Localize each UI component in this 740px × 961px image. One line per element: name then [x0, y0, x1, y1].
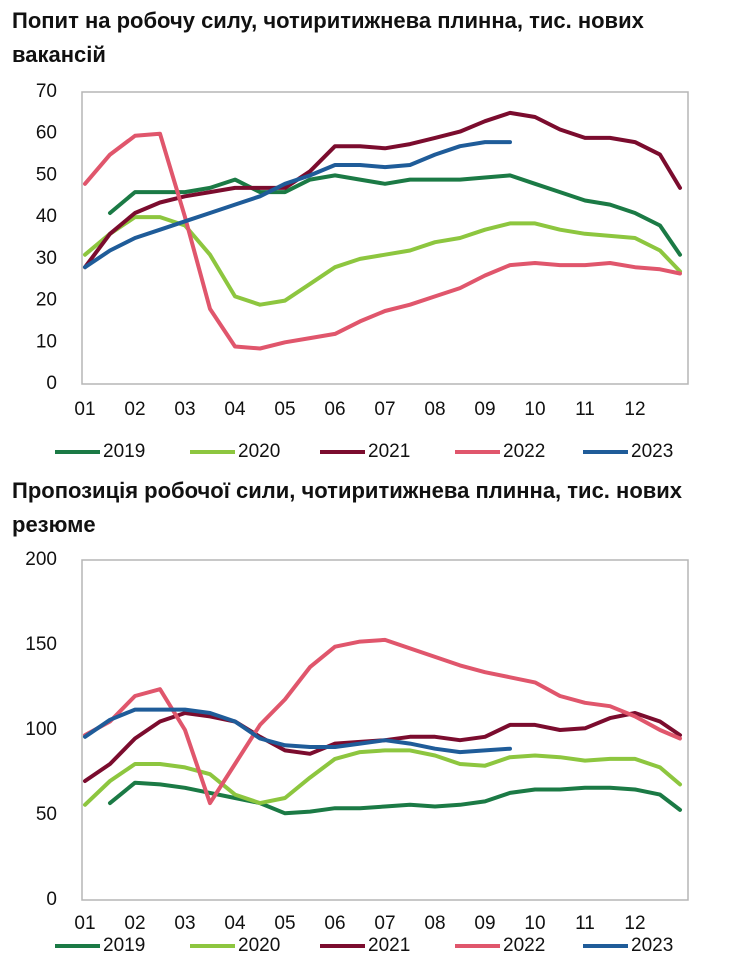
legend-label: 2022 — [503, 935, 545, 956]
x-tick-label: 10 — [524, 399, 545, 420]
x-tick-label: 11 — [575, 399, 595, 420]
series-line — [83, 110, 682, 270]
plot-frame — [81, 559, 689, 901]
series-line — [108, 780, 682, 816]
chart-title: Пропозиція робочої сили, чотиритижнева п… — [12, 478, 683, 537]
legend-label: 2019 — [103, 935, 145, 956]
series-line — [83, 707, 512, 755]
legend-label: 2020 — [238, 935, 280, 956]
chart-title: Попит на робочу силу, чотиритижнева плин… — [12, 8, 644, 67]
x-tick-label: 08 — [424, 913, 445, 934]
x-tick-label: 01 — [74, 399, 95, 420]
x-tick-label: 11 — [575, 913, 595, 934]
legend-label: 2021 — [368, 935, 410, 956]
y-tick-label: 100 — [25, 719, 57, 740]
legend-label: 2023 — [631, 441, 673, 462]
y-tick-label: 70 — [36, 81, 57, 102]
x-tick-label: 04 — [224, 399, 246, 420]
x-tick-label: 12 — [624, 913, 645, 934]
y-tick-label: 60 — [36, 123, 57, 144]
x-tick-label: 05 — [274, 399, 295, 420]
series-line — [83, 748, 682, 807]
x-tick-label: 10 — [524, 913, 545, 934]
x-tick-label: 08 — [424, 399, 445, 420]
y-tick-label: 0 — [46, 373, 57, 394]
x-tick-label: 09 — [474, 399, 495, 420]
series-line — [83, 215, 682, 307]
plot-frame — [81, 91, 689, 385]
x-tick-label: 05 — [274, 913, 295, 934]
series-line — [83, 711, 682, 783]
legend-label: 2023 — [631, 935, 673, 956]
x-tick-label: 07 — [374, 913, 395, 934]
x-tick-label: 01 — [74, 913, 95, 934]
legend-label: 2022 — [503, 441, 545, 462]
y-tick-label: 30 — [36, 248, 57, 269]
x-tick-label: 03 — [174, 913, 195, 934]
y-tick-label: 200 — [25, 549, 57, 570]
y-tick-label: 50 — [36, 804, 57, 825]
x-tick-label: 06 — [324, 913, 345, 934]
x-tick-label: 07 — [374, 399, 395, 420]
series-line — [83, 131, 682, 351]
y-tick-label: 40 — [36, 206, 57, 227]
x-tick-label: 06 — [324, 399, 345, 420]
y-tick-label: 0 — [46, 889, 57, 910]
y-tick-label: 150 — [25, 634, 57, 655]
x-tick-label: 04 — [224, 913, 246, 934]
x-tick-label: 02 — [124, 913, 145, 934]
x-tick-label: 09 — [474, 913, 495, 934]
legend-label: 2019 — [103, 441, 145, 462]
legend-label: 2020 — [238, 441, 280, 462]
y-tick-label: 10 — [36, 331, 57, 352]
y-tick-label: 20 — [36, 290, 57, 311]
x-tick-label: 12 — [624, 399, 645, 420]
series-line — [83, 637, 682, 806]
series-line — [108, 173, 682, 257]
x-tick-label: 03 — [174, 399, 195, 420]
y-tick-label: 50 — [36, 164, 57, 185]
legend-label: 2021 — [368, 441, 410, 462]
x-tick-label: 02 — [124, 399, 145, 420]
series-line — [83, 140, 512, 270]
